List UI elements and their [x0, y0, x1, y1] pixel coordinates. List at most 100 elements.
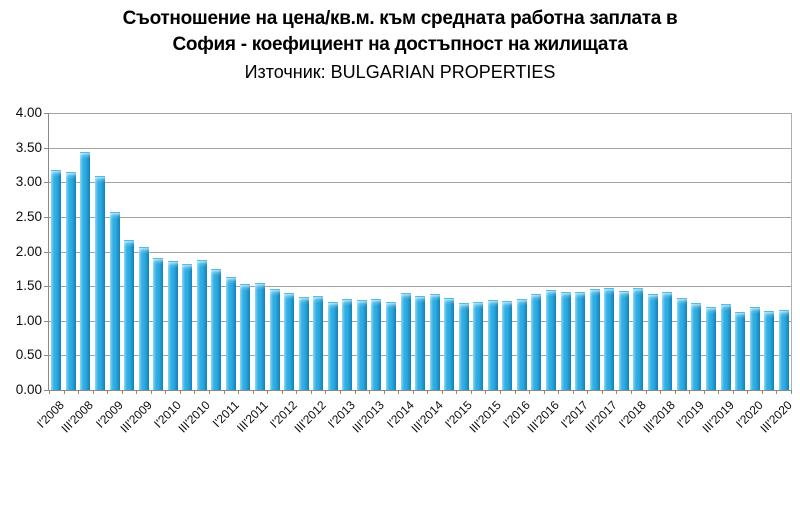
x-axis-tick [529, 390, 530, 394]
x-axis-tick [544, 390, 545, 394]
bar [473, 302, 484, 390]
bar [487, 300, 498, 390]
bar [80, 152, 91, 390]
bar [65, 172, 76, 390]
x-axis-tick [194, 390, 195, 394]
y-axis-tick [44, 321, 49, 322]
x-axis-tick [704, 390, 705, 394]
y-axis-label: 2.50 [15, 209, 42, 224]
bar [749, 307, 760, 390]
bar-chart: Съотношение на цена/кв.м. към средната р… [15, 8, 795, 436]
x-axis-tick [442, 390, 443, 394]
bar [385, 302, 396, 390]
y-axis-tick [44, 252, 49, 253]
x-axis-tick [282, 390, 283, 394]
y-axis-label: 2.00 [15, 244, 42, 259]
x-axis-tick [646, 390, 647, 394]
bar [211, 269, 222, 390]
x-axis-tick [267, 390, 268, 394]
bar [778, 310, 789, 390]
x-axis-tick [500, 390, 501, 394]
bar [691, 303, 702, 390]
y-axis-label: 3.50 [15, 140, 42, 155]
x-axis-tick [78, 390, 79, 394]
bar [545, 290, 556, 390]
y-axis-tick [44, 217, 49, 218]
bar [429, 294, 440, 390]
x-axis-tick [209, 390, 210, 394]
x-axis-tick [224, 390, 225, 394]
x-axis-tick [558, 390, 559, 394]
x-axis-tick [49, 390, 50, 394]
x-axis-tick [165, 390, 166, 394]
bar [371, 299, 382, 390]
bar [531, 294, 542, 390]
x-axis-tick [573, 390, 574, 394]
x-axis-tick [151, 390, 152, 394]
bar [400, 293, 411, 390]
gridline [49, 113, 791, 114]
bar [94, 176, 105, 390]
x-axis-tick [776, 390, 777, 394]
x-axis-tick [296, 390, 297, 394]
bar [240, 284, 251, 390]
gridline [49, 286, 791, 287]
bar [458, 303, 469, 390]
bar [313, 296, 324, 390]
x-axis-tick [616, 390, 617, 394]
x-axis-tick [238, 390, 239, 394]
y-axis-tick [44, 113, 49, 114]
x-axis-tick [369, 390, 370, 394]
x-axis-tick [762, 390, 763, 394]
bar [647, 294, 658, 390]
bar [589, 289, 600, 390]
y-axis-label: 1.50 [15, 278, 42, 293]
bar [255, 283, 265, 390]
x-axis-tick [64, 390, 65, 394]
bar [284, 293, 295, 390]
bar [633, 288, 644, 390]
x-axis-tick [398, 390, 399, 394]
x-axis-tick [325, 390, 326, 394]
gridline [49, 148, 791, 149]
x-axis-tick [413, 390, 414, 394]
x-axis-tick [340, 390, 341, 394]
bar [662, 292, 673, 390]
bar [560, 292, 571, 390]
x-axis-tick [587, 390, 588, 394]
bar [225, 277, 236, 390]
x-axis-tick [485, 390, 486, 394]
bar [51, 170, 62, 390]
bar [706, 307, 716, 390]
x-axis-tick [311, 390, 312, 394]
chart-title-line2: София - коефициент на достъпност на жили… [172, 34, 628, 55]
bar [444, 298, 455, 390]
bar [575, 292, 585, 390]
x-axis-tick [384, 390, 385, 394]
y-axis-tick [44, 148, 49, 149]
bar [109, 212, 120, 390]
x-axis-tick [253, 390, 254, 394]
bar [415, 296, 425, 390]
x-axis-tick [107, 390, 108, 394]
bar [604, 288, 615, 390]
chart-title-line1: Съотношение на цена/кв.м. към средната р… [122, 8, 678, 29]
x-axis-tick [675, 390, 676, 394]
bar [167, 261, 178, 390]
x-axis-tick [515, 390, 516, 394]
x-axis-tick [136, 390, 137, 394]
x-axis-tick [471, 390, 472, 394]
x-axis-tick [355, 390, 356, 394]
gridline [49, 182, 791, 183]
bar [327, 302, 338, 390]
bar [720, 304, 731, 390]
y-axis-label: 4.00 [15, 105, 42, 120]
bar [618, 291, 629, 390]
y-axis-tick [44, 182, 49, 183]
x-axis-tick [791, 390, 792, 394]
gridline [49, 252, 791, 253]
plot-area [44, 113, 792, 394]
bar [764, 311, 775, 390]
y-axis-label: 0.00 [15, 382, 42, 397]
x-axis-tick [602, 390, 603, 394]
